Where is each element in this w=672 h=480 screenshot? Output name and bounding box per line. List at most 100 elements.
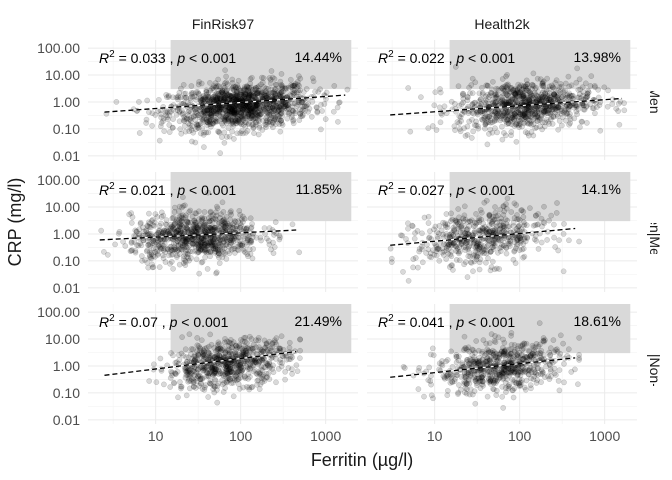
data-point	[458, 241, 465, 247]
data-point	[513, 202, 520, 208]
data-point	[145, 264, 151, 271]
data-point	[538, 239, 545, 246]
data-point	[468, 135, 475, 141]
data-point	[516, 247, 523, 253]
data-point	[222, 335, 228, 342]
data-point	[511, 239, 518, 246]
data-point	[488, 221, 495, 227]
data-point	[227, 108, 234, 114]
data-point	[444, 221, 451, 228]
data-point	[214, 342, 221, 348]
data-point	[202, 219, 209, 226]
data-point	[255, 112, 262, 118]
data-point	[197, 114, 203, 121]
data-point	[180, 82, 187, 88]
data-point	[303, 102, 310, 108]
data-point	[222, 114, 229, 121]
data-point	[179, 107, 185, 114]
data-point	[178, 350, 185, 357]
data-point	[232, 116, 238, 123]
data-point	[306, 105, 313, 112]
data-point	[185, 109, 192, 115]
data-point	[170, 214, 177, 221]
data-point	[175, 94, 181, 101]
data-point	[298, 99, 305, 106]
data-point	[185, 120, 192, 127]
data-point	[289, 366, 295, 373]
data-point	[565, 73, 572, 80]
data-point	[98, 227, 104, 234]
data-point	[188, 91, 195, 98]
data-point	[260, 102, 266, 108]
data-point	[181, 95, 188, 101]
data-point	[210, 96, 216, 102]
data-point	[240, 122, 247, 128]
data-point	[265, 109, 271, 116]
data-point	[199, 97, 205, 103]
data-point	[244, 102, 250, 109]
data-point	[454, 372, 461, 379]
data-point	[275, 108, 281, 114]
data-point	[419, 259, 426, 266]
data-point	[239, 108, 246, 115]
data-point	[167, 375, 174, 381]
data-point	[465, 246, 472, 252]
data-point	[266, 109, 273, 115]
data-point	[485, 119, 492, 125]
data-point	[207, 208, 214, 215]
data-point	[172, 359, 179, 366]
data-point	[268, 86, 275, 93]
data-point	[188, 83, 195, 89]
data-point	[174, 254, 180, 260]
data-point	[414, 228, 421, 234]
data-point	[223, 79, 230, 85]
data-point	[171, 380, 177, 387]
data-point	[183, 243, 190, 250]
data-point	[415, 264, 421, 271]
data-point	[196, 79, 202, 85]
data-point	[421, 214, 428, 221]
data-point	[181, 253, 187, 260]
data-point	[492, 209, 499, 216]
data-point	[188, 127, 195, 133]
data-point	[251, 93, 257, 100]
data-point	[224, 81, 231, 87]
data-point	[248, 93, 255, 100]
data-point	[237, 241, 244, 248]
data-point	[230, 110, 237, 116]
data-point	[297, 347, 303, 354]
data-point	[230, 114, 236, 120]
data-point	[256, 122, 263, 129]
data-point	[155, 238, 161, 245]
data-point	[557, 81, 564, 87]
data-point	[162, 259, 169, 265]
data-point	[502, 90, 509, 97]
data-point	[223, 73, 229, 80]
data-point	[262, 121, 269, 128]
data-point	[546, 349, 553, 356]
data-point	[214, 83, 221, 89]
data-point	[524, 235, 531, 241]
data-point	[490, 244, 496, 250]
data-point	[193, 210, 200, 217]
data-point	[318, 126, 324, 133]
data-point	[253, 102, 260, 109]
data-point	[223, 88, 229, 95]
data-point	[193, 97, 199, 103]
data-point	[273, 379, 279, 386]
data-point	[489, 258, 496, 265]
data-point	[534, 377, 541, 383]
data-point	[557, 89, 563, 95]
data-point	[242, 92, 249, 98]
data-point	[240, 92, 247, 99]
data-point	[168, 236, 175, 242]
data-point	[238, 119, 245, 126]
data-point	[152, 211, 159, 217]
data-point	[277, 90, 284, 96]
data-point	[214, 235, 220, 242]
data-point	[344, 86, 351, 93]
data-point	[235, 381, 242, 388]
data-point	[609, 101, 616, 107]
stats-annotation: R2 = 0.022 , p < 0.001	[378, 49, 515, 66]
data-point	[484, 238, 491, 244]
